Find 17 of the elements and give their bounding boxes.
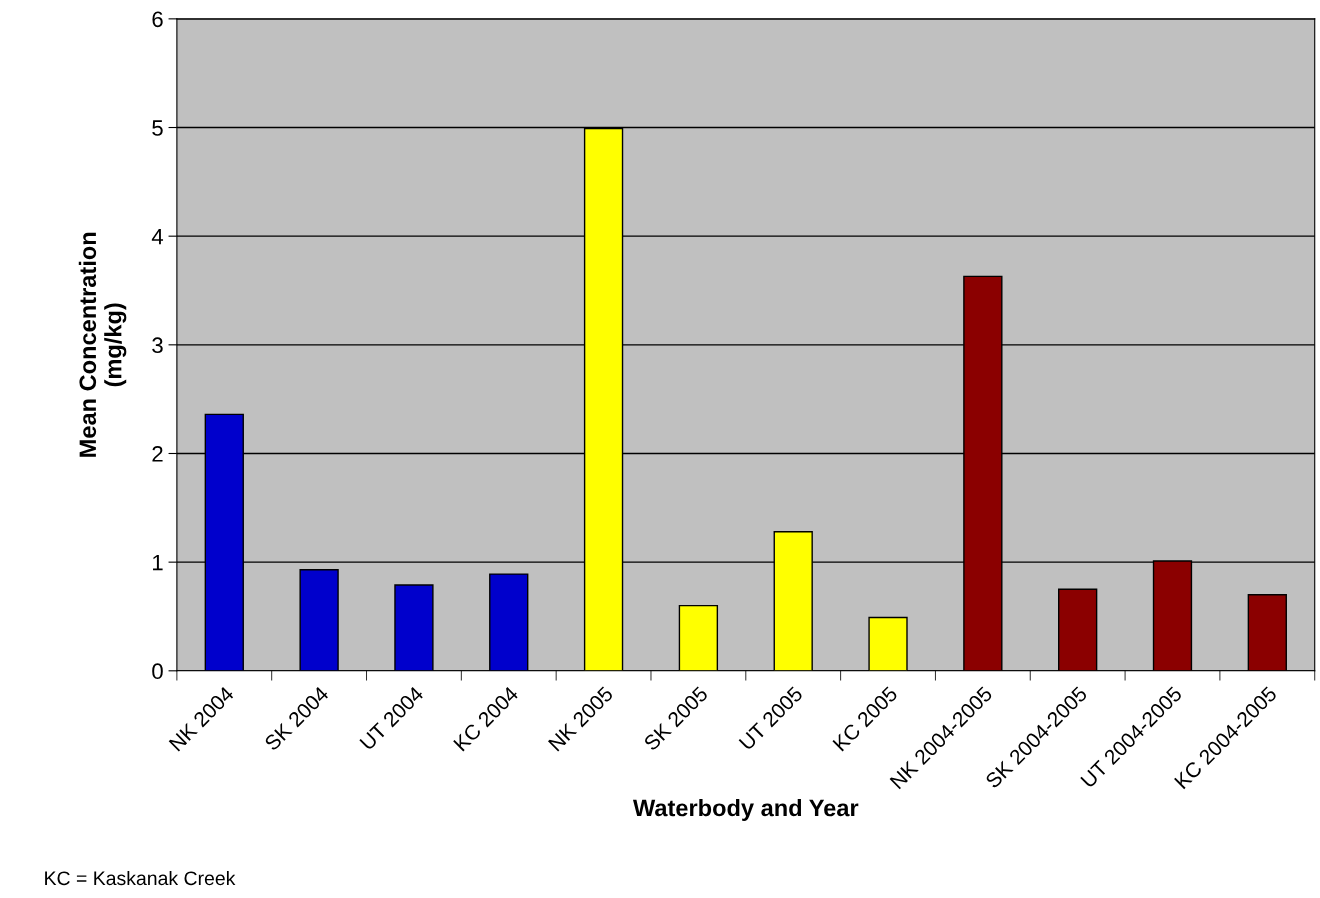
y-axis-title: Mean Concentration (mg/kg) bbox=[78, 232, 127, 457]
bar bbox=[394, 584, 434, 671]
bar bbox=[678, 604, 719, 671]
bar bbox=[299, 569, 339, 671]
x-axis-title: Waterbody and Year bbox=[632, 798, 859, 821]
y-tick-label: 3 bbox=[152, 337, 163, 354]
y-tick-label: 5 bbox=[152, 120, 163, 136]
bar bbox=[489, 573, 529, 671]
y-tick-label: 0 bbox=[152, 663, 163, 680]
bar bbox=[1058, 588, 1098, 671]
y-tick-label: 2 bbox=[152, 446, 163, 462]
y-tick-label: 1 bbox=[153, 554, 163, 571]
y-tick-label: 6 bbox=[152, 11, 163, 28]
y-tick-label: 4 bbox=[151, 228, 164, 245]
text: KC = Kaskanak Creek bbox=[45, 870, 236, 886]
bar bbox=[868, 616, 908, 671]
bar bbox=[1247, 594, 1287, 671]
